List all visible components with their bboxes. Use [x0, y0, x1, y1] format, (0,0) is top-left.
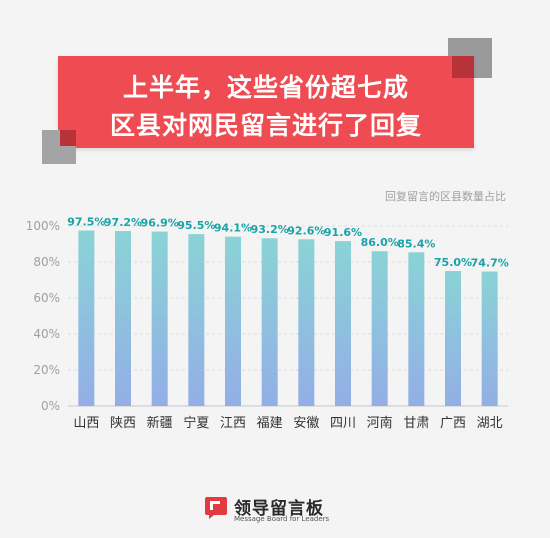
- data-label: 95.5%: [177, 219, 215, 232]
- gridlines: [68, 225, 508, 407]
- bar: [298, 239, 315, 406]
- data-label: 96.9%: [141, 217, 179, 230]
- y-tick-label: 40%: [33, 327, 60, 341]
- bars: [78, 230, 498, 406]
- title-box: 上半年，这些省份超七成 区县对网民留言进行了回复: [58, 56, 474, 148]
- title-line-1: 上半年，这些省份超七成: [122, 73, 409, 102]
- data-label: 85.4%: [397, 237, 435, 250]
- category-label: 广西: [440, 416, 466, 431]
- data-label: 75.0%: [434, 256, 472, 269]
- category-label: 宁夏: [183, 415, 209, 431]
- y-tick-label: 20%: [33, 363, 60, 377]
- y-tick-label: 0%: [41, 399, 60, 413]
- bar: [371, 251, 388, 406]
- bar: [151, 231, 168, 406]
- category-label: 安徽: [293, 416, 319, 431]
- category-label: 福建: [257, 416, 283, 431]
- category-label: 新疆: [147, 415, 173, 431]
- bar: [115, 231, 131, 406]
- data-label: 74.7%: [471, 257, 509, 270]
- category-label: 甘肃: [403, 416, 429, 431]
- category-label: 河南: [367, 415, 393, 431]
- speech-bubble-logo-icon: [205, 497, 227, 519]
- category-label: 江西: [220, 416, 246, 431]
- bar: [78, 230, 95, 406]
- title-banner: 上半年，这些省份超七成 区县对网民留言进行了回复: [0, 0, 550, 180]
- data-label: 91.6%: [324, 226, 362, 239]
- decor-square-red-top: [452, 56, 474, 78]
- bar: [335, 241, 351, 406]
- logo: 领导留言板 Message Board for Leaders: [204, 494, 364, 528]
- data-label: 92.6%: [287, 224, 325, 237]
- bar: [481, 271, 498, 406]
- data-label: 97.5%: [67, 216, 105, 229]
- logo-english: Message Board for Leaders: [234, 515, 330, 523]
- y-tick-label: 100%: [26, 219, 60, 233]
- bar: [261, 238, 278, 406]
- y-tick-label: 80%: [33, 255, 60, 269]
- data-label: 93.2%: [251, 223, 289, 236]
- x-axis-categories: 山西 陕西 新疆 宁夏 江西 福建 安徽 四川 河南 甘肃 广西 湖北: [73, 415, 502, 431]
- bar: [188, 234, 205, 406]
- bar: [408, 252, 425, 406]
- y-tick-label: 60%: [33, 291, 60, 305]
- data-label: 97.2%: [104, 216, 142, 229]
- data-label: 94.1%: [214, 222, 252, 235]
- chart-title: 回复留言的区县数量占比: [385, 190, 506, 203]
- data-labels: 97.5%97.2%96.9%95.5%94.1%93.2%92.6%91.6%…: [67, 216, 509, 270]
- y-axis-ticks: 0% 20% 40% 60% 80% 100%: [26, 219, 60, 413]
- bar: [445, 271, 461, 406]
- category-label: 陕西: [110, 416, 136, 431]
- logo-name: 领导留言板: [234, 499, 324, 519]
- category-label: 山西: [73, 416, 99, 431]
- bar: [225, 236, 241, 406]
- category-label: 四川: [330, 416, 356, 431]
- title-line-2: 区县对网民留言进行了回复: [109, 111, 422, 140]
- decor-square-red-bottom: [60, 130, 76, 146]
- data-label: 86.0%: [361, 236, 399, 249]
- category-label: 湖北: [477, 416, 503, 431]
